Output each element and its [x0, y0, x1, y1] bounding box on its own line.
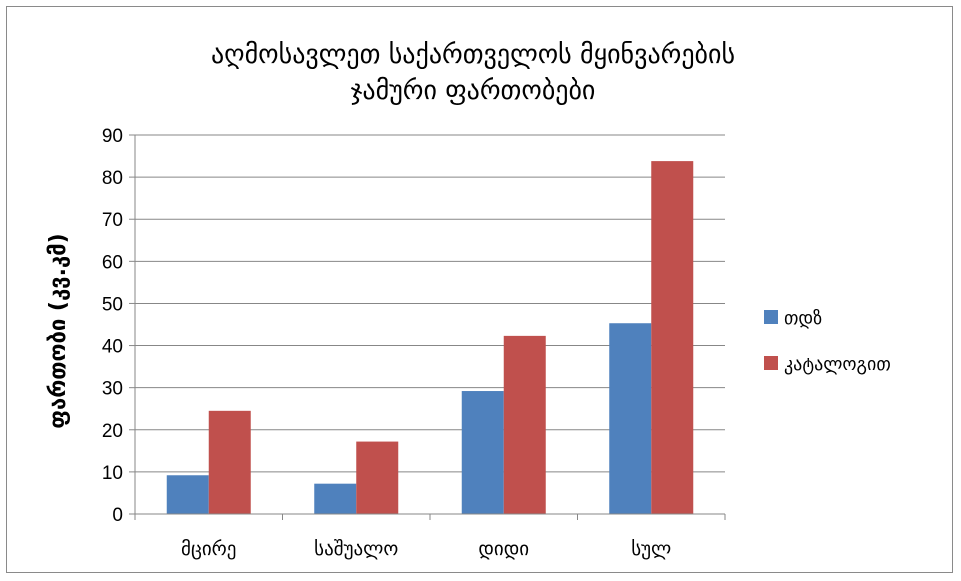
y-axis-label: ფართობი (კვ.კმ) [46, 233, 71, 428]
bar-series-1 [314, 483, 357, 514]
chart-title-line-2: ჯამური ფართობები [351, 76, 596, 106]
y-tick-label: 40 [102, 337, 123, 358]
bars [166, 161, 694, 514]
x-tick-label: საშუალო [314, 538, 398, 560]
x-tick-label: დიდი [478, 538, 529, 560]
bar-series-2 [208, 410, 251, 514]
y-tick-label: 60 [102, 252, 123, 273]
legend-label: თდზ [784, 308, 822, 329]
y-tick-label: 80 [102, 168, 123, 189]
y-tick-label: 10 [102, 463, 123, 484]
bar-series-2 [651, 161, 694, 514]
chart-title: აღმოსავლეთ საქართველოს მყინვარების ჯამურ… [211, 40, 735, 106]
x-axis-labels: მცირე საშუალო დიდი სულ [181, 538, 671, 560]
legend-swatch [764, 310, 778, 324]
axes [134, 135, 726, 520]
y-tick-label: 90 [102, 126, 123, 147]
y-tick-label: 50 [102, 294, 123, 315]
legend-swatch [764, 356, 778, 370]
bar-series-2 [503, 335, 546, 514]
y-tick-label: 20 [102, 421, 123, 442]
bar-series-1 [461, 391, 504, 514]
bar-chart: აღმოსავლეთ საქართველოს მყინვარების ჯამურ… [46, 40, 891, 560]
bar-series-1 [166, 475, 209, 514]
x-tick-label: სულ [631, 538, 671, 560]
legend-label: კატალოგით [784, 354, 891, 375]
bar-series-2 [356, 441, 399, 514]
x-tick-label: მცირე [181, 538, 236, 560]
y-tick-label: 70 [102, 210, 123, 231]
bar-series-1 [609, 323, 652, 514]
chart-title-line-1: აღმოსავლეთ საქართველოს მყინვარების [211, 40, 735, 70]
chart-frame: აღმოსავლეთ საქართველოს მყინვარების ჯამურ… [6, 6, 953, 573]
y-tick-label: 30 [102, 379, 123, 400]
legend: თდზ კატალოგით [764, 308, 891, 375]
y-axis-ticks: 0 10 20 30 40 50 60 70 80 90 [102, 126, 135, 526]
y-tick-label: 0 [112, 505, 123, 526]
